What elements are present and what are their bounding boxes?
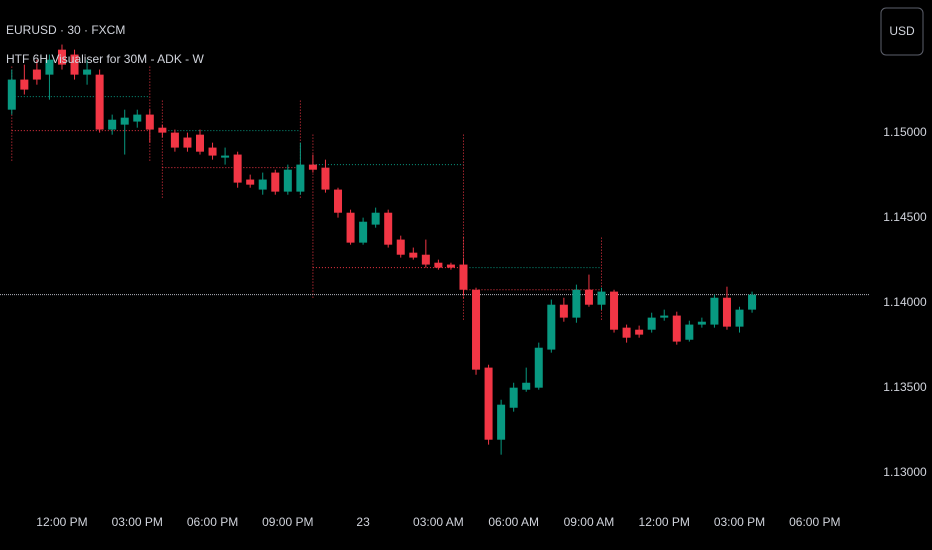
candle-body — [221, 155, 230, 158]
candle-body — [748, 294, 757, 310]
candle-body — [133, 114, 142, 122]
candle-body — [208, 147, 217, 156]
candle-body — [672, 315, 681, 342]
candle-body — [384, 212, 393, 245]
candle-body — [697, 321, 706, 325]
y-tick-label: 1.15000 — [883, 125, 927, 139]
candle-body — [647, 317, 656, 330]
candle-body — [95, 74, 104, 130]
x-tick-label: 06:00 PM — [187, 515, 238, 529]
candle-body — [622, 327, 631, 338]
x-tick-label: 03:00 PM — [714, 515, 765, 529]
x-tick-label: 06:00 PM — [789, 515, 840, 529]
candle-body — [183, 137, 192, 148]
candle-body — [359, 221, 368, 243]
candle-body — [158, 127, 167, 133]
candle-body — [283, 169, 292, 192]
candle-body — [472, 289, 481, 370]
candle-body — [170, 132, 179, 148]
chart-title: EURUSD · 30 · FXCM — [6, 23, 125, 37]
candle-body — [296, 164, 305, 192]
candle-body — [522, 382, 531, 390]
candle-body — [20, 79, 29, 90]
candle-body — [258, 179, 267, 190]
candle-body — [497, 404, 506, 440]
candle-body — [120, 117, 129, 125]
candle-body — [233, 154, 242, 183]
candle-body — [610, 291, 619, 330]
candle-body — [584, 289, 593, 305]
candle-body — [246, 179, 255, 185]
candle-body — [484, 367, 493, 440]
currency-label[interactable]: USD — [889, 24, 915, 38]
indicator-title: HTF 6H Visualiser for 30M - ADK - W — [6, 52, 204, 66]
x-tick-label: 09:00 PM — [262, 515, 313, 529]
x-tick-label: 03:00 PM — [112, 515, 163, 529]
candle-body — [308, 164, 317, 170]
candle-body — [572, 289, 581, 318]
candle-body — [7, 79, 16, 110]
candle-body — [57, 49, 66, 65]
candle-body — [635, 329, 644, 335]
candle-body — [597, 291, 606, 305]
candle-body — [722, 297, 731, 327]
y-tick-label: 1.14000 — [883, 295, 927, 309]
x-tick-label: 23 — [356, 515, 370, 529]
candle-body — [446, 264, 455, 268]
x-tick-label: 06:00 AM — [488, 515, 539, 529]
candle-body — [547, 304, 556, 350]
candle-body — [271, 172, 280, 192]
candle-body — [459, 264, 468, 290]
candle-body — [321, 167, 330, 190]
candle-body — [735, 309, 744, 327]
plot-area — [0, 44, 870, 455]
candle-body — [32, 69, 41, 80]
y-tick-label: 1.13000 — [883, 465, 927, 479]
candle-body — [45, 59, 54, 75]
y-tick-label: 1.14500 — [883, 210, 927, 224]
x-tick-label: 12:00 PM — [639, 515, 690, 529]
x-tick-label: 12:00 PM — [36, 515, 87, 529]
candle-body — [70, 54, 79, 75]
candle-body — [409, 252, 418, 258]
candle-body — [346, 212, 355, 243]
candle-body — [534, 347, 543, 388]
candle-body — [371, 212, 380, 225]
candle-body — [83, 69, 92, 75]
candle-body — [434, 262, 443, 268]
candle-body — [195, 134, 204, 152]
candle-body — [710, 297, 719, 325]
candle-body — [660, 315, 669, 318]
candle-body — [509, 387, 518, 408]
currency-button[interactable] — [880, 7, 924, 56]
x-tick-label: 09:00 AM — [564, 515, 615, 529]
candle-body — [421, 254, 430, 265]
y-tick-label: 1.13500 — [883, 380, 927, 394]
candle-body — [334, 189, 343, 213]
candle-body — [559, 304, 568, 318]
candle-body — [108, 119, 117, 130]
x-tick-label: 03:00 AM — [413, 515, 464, 529]
candle-body — [145, 114, 154, 130]
candle-body — [685, 324, 694, 340]
candle-body — [396, 239, 405, 255]
